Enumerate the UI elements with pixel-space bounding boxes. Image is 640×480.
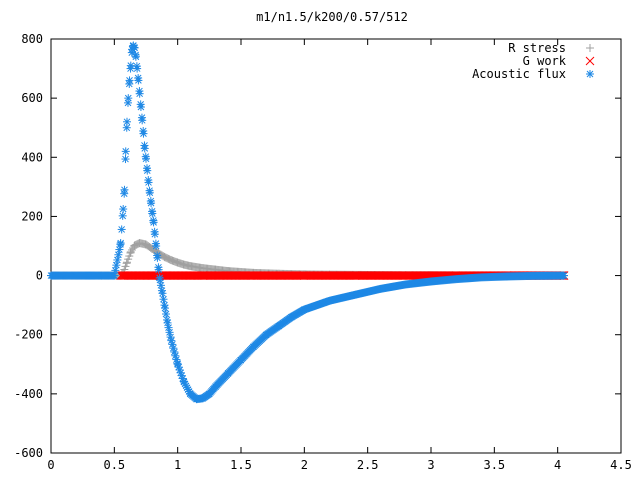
x-tick-label: 0.5 [103, 458, 125, 472]
data-point [133, 64, 142, 73]
data-point [161, 304, 169, 313]
data-point [118, 211, 127, 220]
data-point [123, 117, 131, 126]
x-tick-label: 3.5 [483, 458, 505, 472]
data-point [130, 43, 139, 52]
series-acoustic-flux [47, 41, 568, 404]
chart-title: m1/n1.5/k200/0.57/512 [256, 10, 408, 24]
data-point [144, 178, 153, 187]
data-point [114, 250, 123, 259]
data-point [149, 218, 158, 227]
legend-label: G work [523, 54, 567, 68]
data-point [115, 245, 124, 254]
y-tick-label: 600 [21, 91, 43, 105]
data-point [140, 144, 149, 153]
data-point [152, 242, 161, 250]
data-point [135, 89, 144, 98]
data-point [113, 255, 122, 264]
data-point [139, 129, 148, 138]
data-point [168, 340, 177, 349]
data-point [153, 253, 162, 262]
data-point [142, 154, 150, 163]
x-tick-label: 0 [47, 458, 54, 472]
data-point [110, 271, 119, 280]
data-point [138, 116, 147, 125]
data-point [150, 230, 159, 239]
x-tick-label: 4 [554, 458, 561, 472]
data-point [156, 281, 165, 290]
legend-marker [586, 44, 594, 52]
data-point [134, 76, 143, 85]
legend-marker [586, 70, 594, 78]
data-point [158, 289, 167, 298]
y-tick-label: 400 [21, 150, 43, 164]
data-point [154, 265, 163, 274]
data-point [145, 188, 154, 197]
data-point [121, 147, 130, 156]
data-point [155, 276, 164, 285]
data-point [162, 310, 171, 319]
data-point [148, 209, 157, 218]
y-tick-label: -400 [14, 387, 43, 401]
data-point [117, 225, 126, 234]
legend-label: Acoustic flux [472, 67, 566, 81]
y-tick-label: -200 [14, 328, 43, 342]
y-tick-label: 800 [21, 32, 43, 46]
x-tick-label: 4.5 [610, 458, 632, 472]
data-point [147, 199, 156, 208]
y-tick-label: -600 [14, 446, 43, 460]
data-point [560, 271, 568, 280]
data-point [121, 155, 130, 164]
data-point [125, 76, 134, 85]
data-point [131, 52, 140, 61]
data-point [112, 261, 121, 270]
data-point [116, 239, 125, 248]
data-point [136, 103, 145, 112]
data-point [126, 247, 135, 256]
y-tick-label: 0 [36, 269, 43, 283]
data-point [126, 61, 135, 70]
axes: 0 0.5 1 1.5 2 2.5 3 3.5 4 4.5 -600 -400 -200 0 200 400 6… [14, 32, 632, 472]
plot-frame [50, 38, 622, 454]
series-g-work [116, 271, 569, 280]
data-point [124, 94, 133, 103]
x-tick-label: 3 [427, 458, 434, 472]
x-tick-label: 2.5 [357, 458, 379, 472]
data-point [169, 344, 178, 353]
x-tick-label: 1 [174, 458, 181, 472]
y-tick-label: 200 [21, 209, 43, 223]
data-point [111, 266, 120, 275]
legend-label: R stress [508, 41, 566, 55]
data-point [119, 205, 128, 214]
data-point [159, 295, 168, 304]
series-layer [47, 41, 569, 404]
x-tick-label: 1.5 [230, 458, 252, 472]
data-point [143, 166, 152, 175]
data-point [120, 185, 129, 194]
legend-marker [585, 56, 595, 66]
x-tick-label: 2 [301, 458, 308, 472]
